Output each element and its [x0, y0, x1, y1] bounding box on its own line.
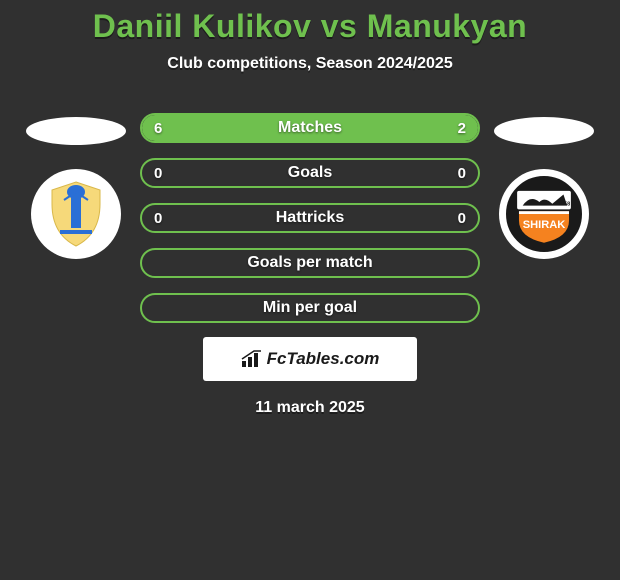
svg-text:1958: 1958	[558, 202, 570, 208]
stat-value-right: 2	[458, 115, 466, 141]
stats-column: Matches62Goals00Hattricks00Goals per mat…	[140, 113, 480, 323]
stat-value-left: 0	[154, 205, 162, 231]
stat-label: Min per goal	[142, 295, 478, 321]
stat-bar-goals: Goals0 0	[140, 158, 480, 188]
comparison-card: Daniil Kulikov vs Manukyan Club competit…	[0, 0, 620, 417]
brand-badge[interactable]: FcTables.com	[203, 337, 417, 381]
brand-text: FcTables.com	[267, 349, 380, 369]
crest-left-icon	[46, 180, 106, 248]
player-avatar-right	[494, 117, 594, 145]
club-badge-left	[31, 169, 121, 259]
stat-label: Matches	[142, 115, 478, 141]
club-badge-right: 1958 SHIRAK	[499, 169, 589, 259]
stat-value-left: 6	[154, 115, 162, 141]
subtitle: Club competitions, Season 2024/2025	[0, 55, 620, 73]
chart-icon	[241, 350, 263, 368]
stat-bar-goals-per-match: Goals per match	[140, 248, 480, 278]
stat-bar-matches: Matches6 2	[140, 113, 480, 143]
date-text: 11 march 2025	[0, 399, 620, 417]
crest-right-icon: 1958 SHIRAK	[503, 173, 585, 255]
page-title: Daniil Kulikov vs Manukyan	[0, 8, 620, 45]
stat-bar-hattricks: Hattricks0 0	[140, 203, 480, 233]
stat-value-right: 0	[458, 205, 466, 231]
main-row: Matches62Goals00Hattricks00Goals per mat…	[0, 113, 620, 323]
stat-value-left: 0	[154, 160, 162, 186]
left-column	[26, 113, 126, 259]
player-avatar-left	[26, 117, 126, 145]
right-column: 1958 SHIRAK	[494, 113, 594, 259]
svg-text:SHIRAK: SHIRAK	[523, 219, 566, 231]
stat-label: Goals per match	[142, 250, 478, 276]
stat-value-right: 0	[458, 160, 466, 186]
stat-bar-min-per-goal: Min per goal	[140, 293, 480, 323]
stat-label: Goals	[142, 160, 478, 186]
stat-label: Hattricks	[142, 205, 478, 231]
